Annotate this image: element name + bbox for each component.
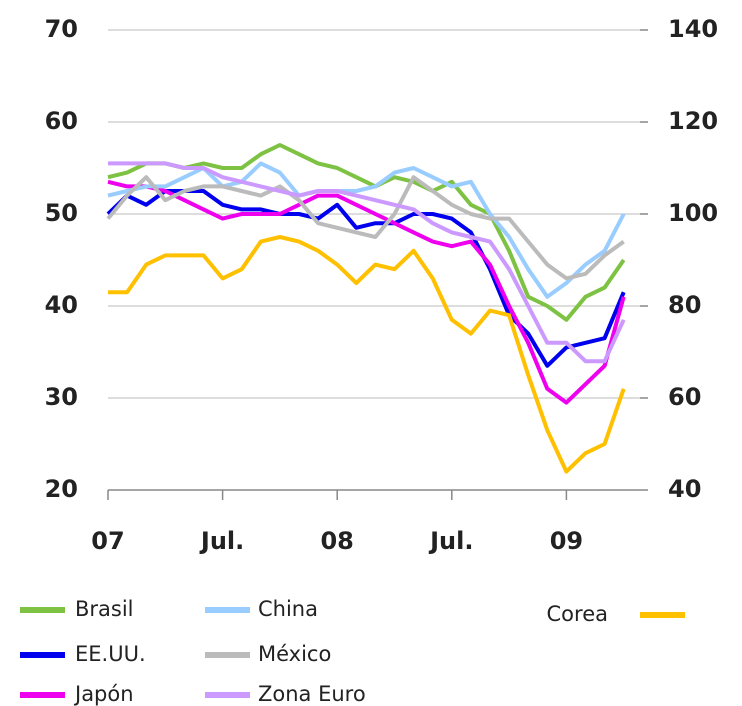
series-line (107, 143, 626, 322)
series-line (106, 175, 625, 281)
y2-tick-label: 80 (668, 291, 701, 319)
y2-tick-label: 40 (668, 475, 701, 503)
legend-label: México (258, 642, 331, 666)
x-tick-label: 09 (550, 527, 583, 555)
y-tick-label: 20 (45, 475, 78, 503)
y2-tick-label: 120 (668, 107, 718, 135)
y-tick-label: 70 (45, 15, 78, 43)
y-tick-label: 30 (45, 383, 78, 411)
x-tick-label: Jul. (199, 527, 244, 555)
y2-tick-label: 140 (668, 15, 718, 43)
series-line (108, 161, 626, 364)
y2-tick-label: 100 (668, 199, 718, 227)
x-tick-label: 08 (320, 527, 353, 555)
series-line (107, 179, 626, 405)
y-tick-label: 40 (45, 291, 78, 319)
series-line (107, 161, 626, 299)
legend-label: EE.UU. (75, 642, 146, 666)
y2-tick-label: 60 (668, 383, 701, 411)
x-tick-label: 07 (91, 527, 124, 555)
y-tick-label: 50 (45, 199, 78, 227)
series-line (106, 189, 626, 368)
legend-label: Corea (547, 602, 608, 626)
legend-label: China (258, 597, 318, 621)
y-tick-label: 60 (45, 107, 78, 135)
legend-label: Brasil (75, 597, 134, 621)
x-tick-label: Jul. (428, 527, 473, 555)
legend-label: Japón (73, 682, 134, 706)
series-line (108, 235, 626, 474)
legend-label: Zona Euro (258, 682, 366, 706)
